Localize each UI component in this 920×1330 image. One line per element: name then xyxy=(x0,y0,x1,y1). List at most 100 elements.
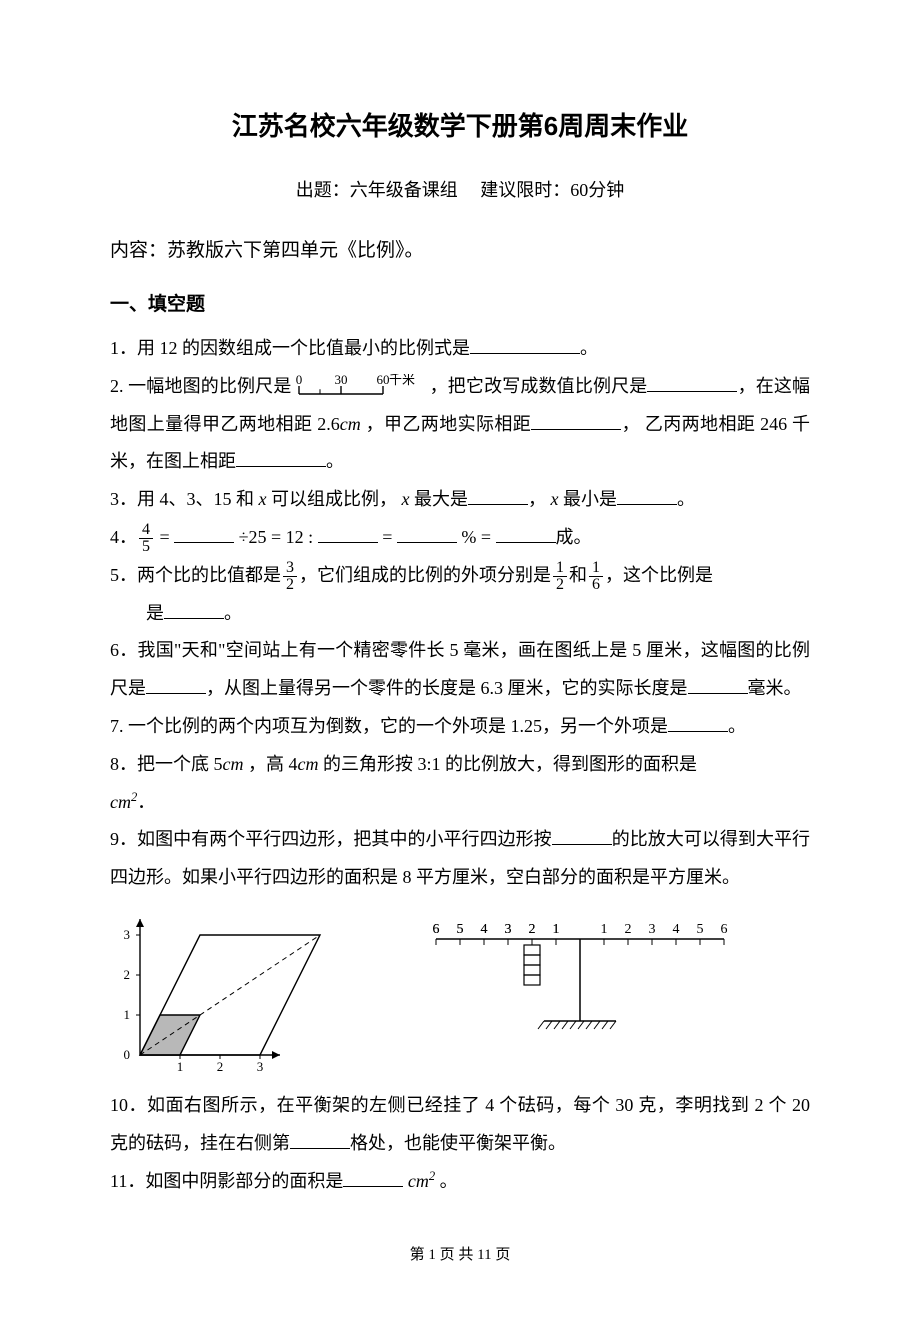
figures-row: 1230123 123456654321123456 xyxy=(110,905,810,1075)
p3-a: 3．用 4、3、15 和 xyxy=(110,489,254,509)
blank xyxy=(468,485,528,505)
p3-x3: x xyxy=(546,489,563,509)
p3-c: 最大是 xyxy=(414,489,468,509)
svg-text:2: 2 xyxy=(625,922,632,937)
p3-x2: x xyxy=(397,489,414,509)
svg-text:1: 1 xyxy=(553,922,560,937)
p3-b: 可以组成比例， xyxy=(271,489,397,509)
svg-text:6: 6 xyxy=(433,922,440,937)
svg-text:2: 2 xyxy=(529,922,536,937)
p8-c: 的三角形按 3:1 的比例放大，得到图形的面积是 xyxy=(319,754,698,774)
p6-c: 毫米。 xyxy=(748,678,802,698)
p11-end: 。 xyxy=(440,1171,458,1191)
svg-text:千米: 千米 xyxy=(389,374,415,387)
svg-text:1: 1 xyxy=(601,922,608,937)
p7-a: 7. 一个比例的两个内项互为倒数，它的一个外项是 1.25，另一个外项是 xyxy=(110,716,668,736)
blank xyxy=(318,523,378,543)
svg-text:2: 2 xyxy=(124,967,131,982)
svg-text:1: 1 xyxy=(177,1059,184,1074)
blank xyxy=(290,1129,350,1149)
scale-ruler-icon: 0 30 60千米 xyxy=(295,374,425,402)
p8-cm2: cm xyxy=(298,754,319,774)
problem-7: 7. 一个比例的两个内项互为倒数，它的一个外项是 1.25，另一个外项是 。 xyxy=(110,708,810,746)
p4-b: ÷25 = 12 : xyxy=(234,527,318,547)
p4-c: = xyxy=(378,527,397,547)
p3-end: 。 xyxy=(677,489,695,509)
p10-b: 格处，也能使平衡架平衡。 xyxy=(350,1133,566,1153)
problem-2: 2. 一幅地图的比例尺是03060千米，把它改写成数值比例尺是，在这幅地图上量得… xyxy=(110,368,810,481)
blank xyxy=(531,410,621,430)
svg-text:4: 4 xyxy=(481,922,488,937)
p3-x1: x xyxy=(254,489,271,509)
svg-text:2: 2 xyxy=(217,1059,224,1074)
p6-b: ，从图上量得另一个零件的长度是 6.3 厘米，它的实际长度是 xyxy=(206,678,688,698)
svg-text:0: 0 xyxy=(296,374,303,387)
svg-text:6: 6 xyxy=(721,922,728,937)
svg-text:3: 3 xyxy=(124,927,131,942)
svg-text:3: 3 xyxy=(257,1059,264,1074)
p8-cm1: cm xyxy=(223,754,244,774)
svg-text:0: 0 xyxy=(124,1047,131,1062)
p8-a: 8．把一个底 5 xyxy=(110,754,223,774)
blank xyxy=(236,448,326,468)
svg-text:3: 3 xyxy=(649,922,656,937)
p4-d: % = xyxy=(457,527,496,547)
p9-a: 9．如图中有两个平行四边形，把其中的小平行四边形按 xyxy=(110,829,552,849)
p1-end: 。 xyxy=(580,338,598,358)
problem-6: 6．我国"天和"空间站上有一个精密零件长 5 毫米，画在图纸上是 5 厘米，这幅… xyxy=(110,632,810,708)
p7-end: 。 xyxy=(728,716,746,736)
problem-8: 8．把一个底 5cm ，高 4cm 的三角形按 3:1 的比例放大，得到图形的面… xyxy=(110,746,810,822)
blank xyxy=(552,826,612,846)
problem-5: 5．两个比的比值都是32，它们组成的比例的外项分别是12和16，这个比例是 是。 xyxy=(110,557,810,633)
problem-4: 4．45 = ÷25 = 12 : = % = 成。 xyxy=(110,519,810,557)
p5-c: ，这个比例是 xyxy=(605,565,713,585)
p5-a: 5．两个比的比值都是 xyxy=(110,565,281,585)
subtitle: 出题：六年级备课组 建议限时：60分钟 xyxy=(110,172,810,208)
p8-unit: cm2 xyxy=(110,792,137,812)
p8-end: ． xyxy=(137,792,155,812)
balance-figure: 123456654321123456 xyxy=(410,905,750,1035)
p11-a: 11．如图中阴影部分的面积是 xyxy=(110,1171,343,1191)
blank xyxy=(164,599,224,619)
p11-unit: cm2 xyxy=(408,1171,440,1191)
blank xyxy=(343,1167,403,1187)
p2-end: 。 xyxy=(326,451,344,471)
fraction-1-6: 16 xyxy=(589,560,603,593)
blank xyxy=(470,334,580,354)
p5-end: 。 xyxy=(224,603,242,623)
svg-text:1: 1 xyxy=(124,1007,131,1022)
parallelogram-figure: 1 2 3 0 1 2 3 xyxy=(110,905,330,1075)
p8-b: ，高 4 xyxy=(244,754,298,774)
problem-9: 9．如图中有两个平行四边形，把其中的小平行四边形按的比放大可以得到大平行四边形。… xyxy=(110,821,810,897)
p3-d: ， xyxy=(528,489,546,509)
blank xyxy=(146,674,206,694)
blank xyxy=(647,372,737,392)
subtitle-time: 建议限时：60分钟 xyxy=(480,180,624,200)
svg-text:4: 4 xyxy=(673,922,680,937)
blank xyxy=(668,712,728,732)
svg-text:5: 5 xyxy=(697,922,704,937)
p2-a: 2. 一幅地图的比例尺是 xyxy=(110,376,291,396)
fraction-4-5: 45 xyxy=(139,522,153,555)
p1-text: 1．用 12 的因数组成一个比值最小的比例式是 xyxy=(110,338,470,358)
subtitle-author: 出题：六年级备课组 xyxy=(296,180,458,200)
p4-a: 4． xyxy=(110,527,137,547)
blank xyxy=(617,485,677,505)
svg-text:3: 3 xyxy=(505,922,512,937)
blank xyxy=(174,523,234,543)
svg-text:30: 30 xyxy=(335,374,348,387)
p5-sub: 是 xyxy=(146,603,164,623)
p3-e: 最小是 xyxy=(563,489,617,509)
p4-eq: = xyxy=(155,527,174,547)
blank xyxy=(397,523,457,543)
blank xyxy=(688,674,748,694)
problem-11: 11．如图中阴影部分的面积是 cm2 。 xyxy=(110,1163,810,1201)
p4-e: 成。 xyxy=(556,527,592,547)
p2-b: ，把它改写成数值比例尺是 xyxy=(429,376,647,396)
svg-text:60: 60 xyxy=(377,374,390,387)
blank xyxy=(496,523,556,543)
problem-1: 1．用 12 的因数组成一个比值最小的比例式是 。 xyxy=(110,330,810,368)
p5-b: ，它们组成的比例的外项分别是 xyxy=(299,565,551,585)
page-footer: 第 1 页 共 11 页 xyxy=(110,1240,810,1270)
p2-cm: cm xyxy=(340,414,361,434)
